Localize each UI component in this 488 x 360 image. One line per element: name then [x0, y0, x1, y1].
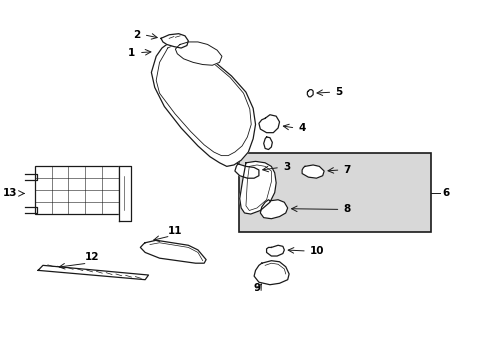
- Polygon shape: [38, 265, 148, 280]
- Polygon shape: [239, 161, 276, 214]
- Text: 7: 7: [343, 165, 350, 175]
- Text: 1: 1: [128, 48, 135, 58]
- Polygon shape: [263, 137, 272, 149]
- Text: 4: 4: [298, 123, 305, 133]
- Text: 6: 6: [442, 188, 449, 198]
- Polygon shape: [258, 115, 279, 133]
- Polygon shape: [151, 41, 255, 166]
- Polygon shape: [119, 166, 130, 221]
- Polygon shape: [266, 245, 284, 256]
- Text: 12: 12: [85, 252, 100, 262]
- Text: 5: 5: [335, 87, 342, 97]
- Text: 3: 3: [283, 162, 289, 172]
- Text: 13: 13: [2, 188, 17, 198]
- Text: 9: 9: [253, 283, 260, 293]
- Polygon shape: [140, 240, 205, 263]
- Text: 11: 11: [168, 226, 182, 235]
- Polygon shape: [254, 261, 288, 285]
- Bar: [238, 153, 430, 232]
- Polygon shape: [161, 34, 188, 48]
- Bar: [35, 166, 119, 214]
- Text: 8: 8: [343, 204, 350, 215]
- Polygon shape: [175, 42, 222, 65]
- Polygon shape: [234, 164, 258, 178]
- Text: 10: 10: [309, 246, 324, 256]
- Polygon shape: [307, 90, 312, 97]
- Polygon shape: [260, 200, 287, 219]
- Text: 2: 2: [133, 30, 140, 40]
- Polygon shape: [302, 165, 324, 178]
